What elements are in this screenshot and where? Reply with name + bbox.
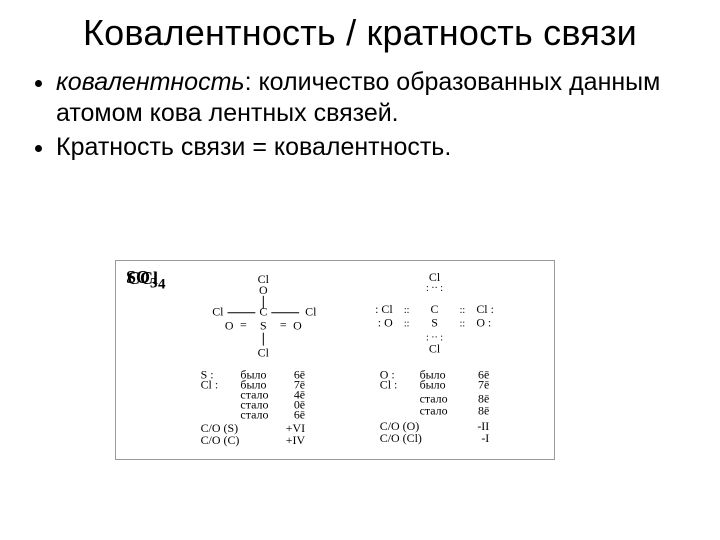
svg-text:С/О (Cl): С/О (Cl) xyxy=(380,431,422,445)
svg-text:6ē: 6ē xyxy=(294,407,305,421)
svg-text:S: S xyxy=(260,319,267,333)
svg-text:было: было xyxy=(420,377,446,391)
svg-text:C: C xyxy=(431,302,439,316)
figure-svg: Cl O Cl C Cl O = S = O Cl C xyxy=(116,261,554,460)
bullet-text: Кратность связи = ковалентность. xyxy=(56,133,451,161)
svg-text:Cl :: Cl : xyxy=(380,377,398,391)
svg-text:: ·· :: : ·· : xyxy=(426,283,443,294)
svg-text:=: = xyxy=(240,318,247,332)
svg-text:Cl: Cl xyxy=(258,346,270,360)
svg-text:O: O xyxy=(293,319,302,333)
left-table: S : было 6ē Cl : было 7ē стало 4ē стало … xyxy=(201,367,306,447)
svg-text:::: :: xyxy=(404,319,410,330)
svg-text:стало: стало xyxy=(420,403,448,417)
svg-text:Cl: Cl xyxy=(429,342,441,356)
svg-text:::: :: xyxy=(404,305,410,316)
svg-text:С/О (C): С/О (C) xyxy=(201,433,240,447)
svg-text:Cl :: Cl : xyxy=(201,377,219,391)
svg-text:8ē: 8ē xyxy=(478,403,489,417)
list-item: Кратность связи = ковалентность. xyxy=(56,132,692,163)
svg-text:Cl :: Cl : xyxy=(476,302,494,316)
svg-text:Cl: Cl xyxy=(305,305,317,319)
svg-text:O: O xyxy=(259,283,268,297)
chemistry-figure: SO3 CCl4 Cl O Cl C Cl O = S = O xyxy=(115,260,555,460)
svg-text:+IV: +IV xyxy=(286,433,306,447)
bullet-list: ковалентность: количество образованных д… xyxy=(28,67,692,163)
right-structure: Cl : ·· : : Cl :: C :: Cl : : O :: S :: … xyxy=(375,270,494,356)
svg-text:Cl: Cl xyxy=(429,270,441,284)
svg-text:O: O xyxy=(225,319,234,333)
slide: Ковалентность / кратность связи ковалент… xyxy=(0,0,720,540)
right-table: O : было 6ē Cl : было 7ē стало 8ē стало … xyxy=(380,367,490,445)
svg-text:=: = xyxy=(280,318,287,332)
svg-text:::: :: xyxy=(460,305,466,316)
bullet-italic-term: ковалентность xyxy=(56,68,245,96)
slide-title: Ковалентность / кратность связи xyxy=(28,12,692,53)
svg-text:C: C xyxy=(259,305,267,319)
svg-text:S: S xyxy=(431,316,438,330)
svg-text:: O: : O xyxy=(378,316,393,330)
svg-text:::: :: xyxy=(460,319,466,330)
svg-text:: Cl: : Cl xyxy=(375,302,393,316)
svg-text:-I: -I xyxy=(481,431,489,445)
list-item: ковалентность: количество образованных д… xyxy=(56,67,692,128)
svg-text:стало: стало xyxy=(240,407,268,421)
svg-text:Cl: Cl xyxy=(212,305,224,319)
svg-text:O :: O : xyxy=(476,316,491,330)
svg-text:7ē: 7ē xyxy=(478,377,489,391)
left-structure: Cl O Cl C Cl O = S = O Cl xyxy=(212,272,317,360)
